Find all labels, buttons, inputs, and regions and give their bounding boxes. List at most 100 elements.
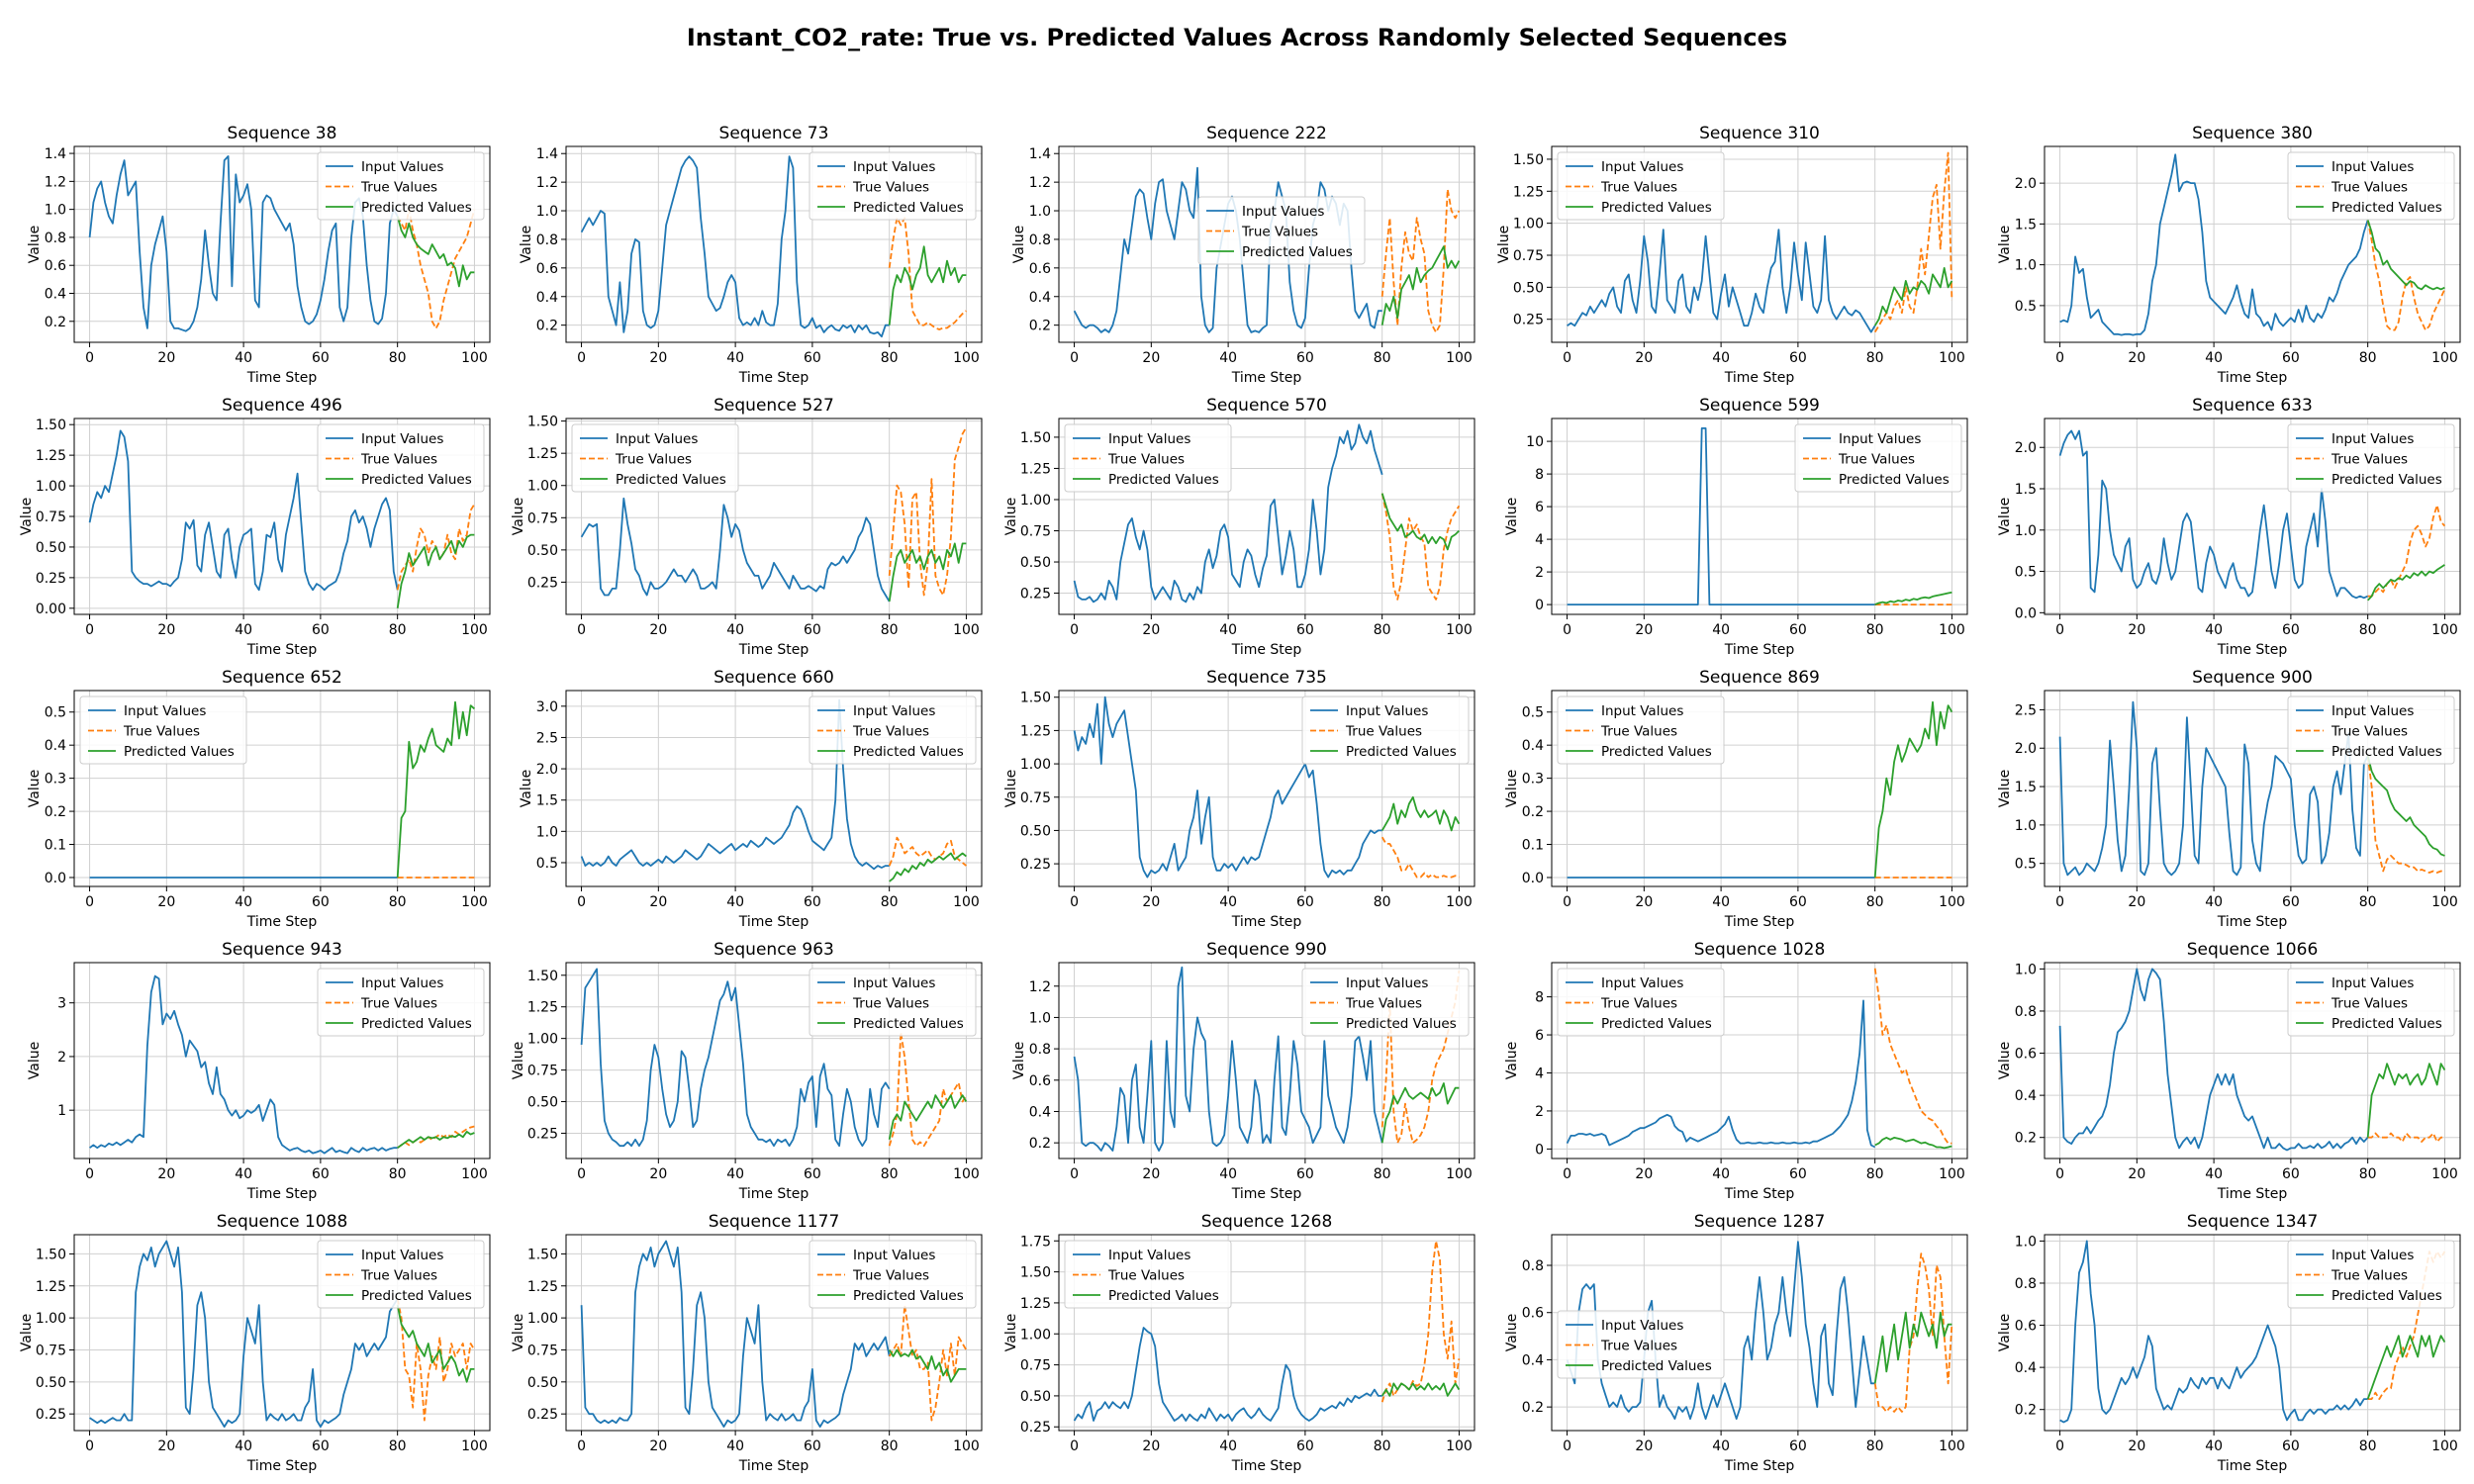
x-tick-label: 0: [2055, 350, 2064, 366]
legend: Input Values True Values Predicted Values: [2287, 1240, 2455, 1309]
plot-frame: [1058, 962, 1475, 1159]
y-tick-label: 0.0: [1522, 871, 1544, 886]
y-tick-label: 0.8: [2015, 1004, 2037, 1020]
y-tick-label: 0.25: [1020, 857, 1051, 873]
plot-frame: [1058, 417, 1475, 615]
series-line: [888, 1094, 968, 1140]
series-line: [396, 1298, 476, 1422]
subplot-title: Sequence 1347: [2187, 1212, 2319, 1232]
y-tick-label: 0.1: [45, 838, 66, 854]
subplot-title: Sequence 990: [1206, 940, 1327, 960]
x-tick-label: 0: [1070, 1166, 1079, 1182]
y-tick-label: 1.00: [527, 1032, 558, 1048]
y-tick-label: 3: [57, 996, 66, 1012]
subplot: Sequence 222 0 20 40 60 80 100 0.2 0.4 0.6 0.8 1.0 1…: [1011, 124, 1475, 386]
y-tick-label: 1.25: [527, 446, 558, 462]
y-tick-label: 0.75: [527, 510, 558, 526]
y-tick-label: 1.00: [1020, 493, 1051, 509]
y-tick-label: 1.50: [36, 1247, 66, 1262]
y-tick-label: 1.00: [36, 1311, 66, 1327]
y-tick-label: 1.50: [1513, 152, 1544, 168]
y-tick-label: 0.5: [2015, 857, 2037, 873]
legend-label: True Values: [1345, 724, 1422, 740]
y-tick-label: 0.75: [1020, 524, 1051, 540]
y-tick-label: 0: [1535, 1142, 1544, 1158]
series-line: [888, 1031, 968, 1148]
x-tick-label: 40: [235, 894, 252, 910]
x-axis-label: Time Step: [246, 914, 318, 930]
y-tick-label: 0.00: [36, 602, 66, 617]
subplot-title: Sequence 1268: [1201, 1212, 1333, 1232]
legend-box: [809, 696, 977, 765]
legend-box: [2287, 696, 2455, 765]
x-tick-label: 100: [953, 622, 980, 638]
y-tick-label: 0.2: [2015, 1403, 2037, 1419]
subplot: Sequence 943 0 20 40 60 80 100 1 2 3 Time Step Valu…: [27, 940, 491, 1202]
legend-label: Predicted Values: [853, 744, 964, 760]
subplot-title: Sequence 660: [714, 668, 834, 688]
y-axis-label: Value: [519, 226, 534, 263]
x-tick-label: 40: [1219, 622, 1237, 638]
y-tick-label: 0.2: [1029, 319, 1051, 334]
legend-label: Predicted Values: [1839, 472, 1950, 488]
legend: Input Values True Values Predicted Values: [1557, 696, 1725, 765]
legend-label: True Values: [1600, 1339, 1677, 1354]
x-tick-label: 40: [2205, 1438, 2223, 1454]
x-tick-label: 0: [1070, 622, 1079, 638]
legend-label: Predicted Values: [2331, 744, 2442, 760]
legend-box: [1557, 968, 1725, 1037]
subplot-title: Sequence 652: [222, 668, 342, 688]
subplot: Sequence 1028 0 20 40 60 80 100 0 2 4 6 8 Time Step V…: [1504, 940, 1968, 1202]
subplot-title: Sequence 869: [1699, 668, 1820, 688]
x-tick-label: 40: [726, 894, 744, 910]
x-tick-label: 60: [804, 894, 821, 910]
series-line: [2059, 1240, 2368, 1424]
legend-label: Input Values: [1108, 431, 1190, 447]
plot-frame: [1551, 1234, 1968, 1432]
legend-box: [1301, 968, 1470, 1037]
legend-label: Predicted Values: [853, 200, 964, 216]
x-tick-label: 20: [2128, 1438, 2145, 1454]
x-axis-label: Time Step: [2217, 914, 2288, 930]
legend-box: [1197, 196, 1366, 265]
legend-label: Input Values: [2331, 975, 2414, 991]
legend-label: Input Values: [1839, 431, 1921, 447]
legend-label: Input Values: [361, 431, 443, 447]
x-axis-label: Time Step: [2217, 1458, 2288, 1474]
legend-box: [79, 696, 247, 765]
x-tick-label: 0: [577, 1438, 586, 1454]
y-tick-label: 2.5: [536, 730, 558, 746]
x-tick-label: 20: [157, 894, 175, 910]
y-tick-label: 0.2: [1522, 1400, 1544, 1416]
y-tick-label: 0.6: [536, 261, 558, 277]
y-tick-label: 0.2: [536, 319, 558, 334]
y-tick-label: 0.50: [1020, 823, 1051, 839]
x-tick-label: 60: [804, 1438, 821, 1454]
y-tick-label: 10: [1526, 434, 1544, 450]
y-tick-label: 0.4: [536, 290, 558, 306]
y-tick-label: 0.4: [1029, 290, 1051, 306]
legend: Input Values True Values Predicted Values: [571, 423, 739, 493]
y-tick-label: 0.1: [1522, 838, 1544, 854]
x-tick-label: 0: [85, 894, 94, 910]
legend: Input Values True Values Predicted Values: [1064, 423, 1232, 493]
series-line: [1380, 188, 1461, 333]
series-line: [580, 497, 891, 603]
legend: Input Values True Values Predicted Values: [809, 1240, 977, 1309]
legend-label: True Values: [852, 996, 929, 1012]
y-axis-label: Value: [519, 770, 534, 807]
y-tick-label: 0.25: [1513, 313, 1544, 328]
y-axis-label: Value: [1997, 770, 2013, 807]
x-tick-label: 0: [577, 622, 586, 638]
plot-frame: [1058, 145, 1475, 343]
x-tick-label: 100: [1446, 894, 1473, 910]
legend-label: True Values: [1838, 452, 1915, 468]
y-tick-label: 1.5: [2015, 217, 2037, 232]
legend-label: Predicted Values: [1601, 744, 1712, 760]
y-tick-label: 0.2: [45, 804, 66, 820]
x-tick-label: 100: [1939, 350, 1965, 366]
x-tick-label: 60: [1789, 1166, 1807, 1182]
legend-label: Input Values: [361, 975, 443, 991]
plot-frame: [73, 145, 491, 343]
y-tick-label: 4: [1535, 532, 1544, 548]
